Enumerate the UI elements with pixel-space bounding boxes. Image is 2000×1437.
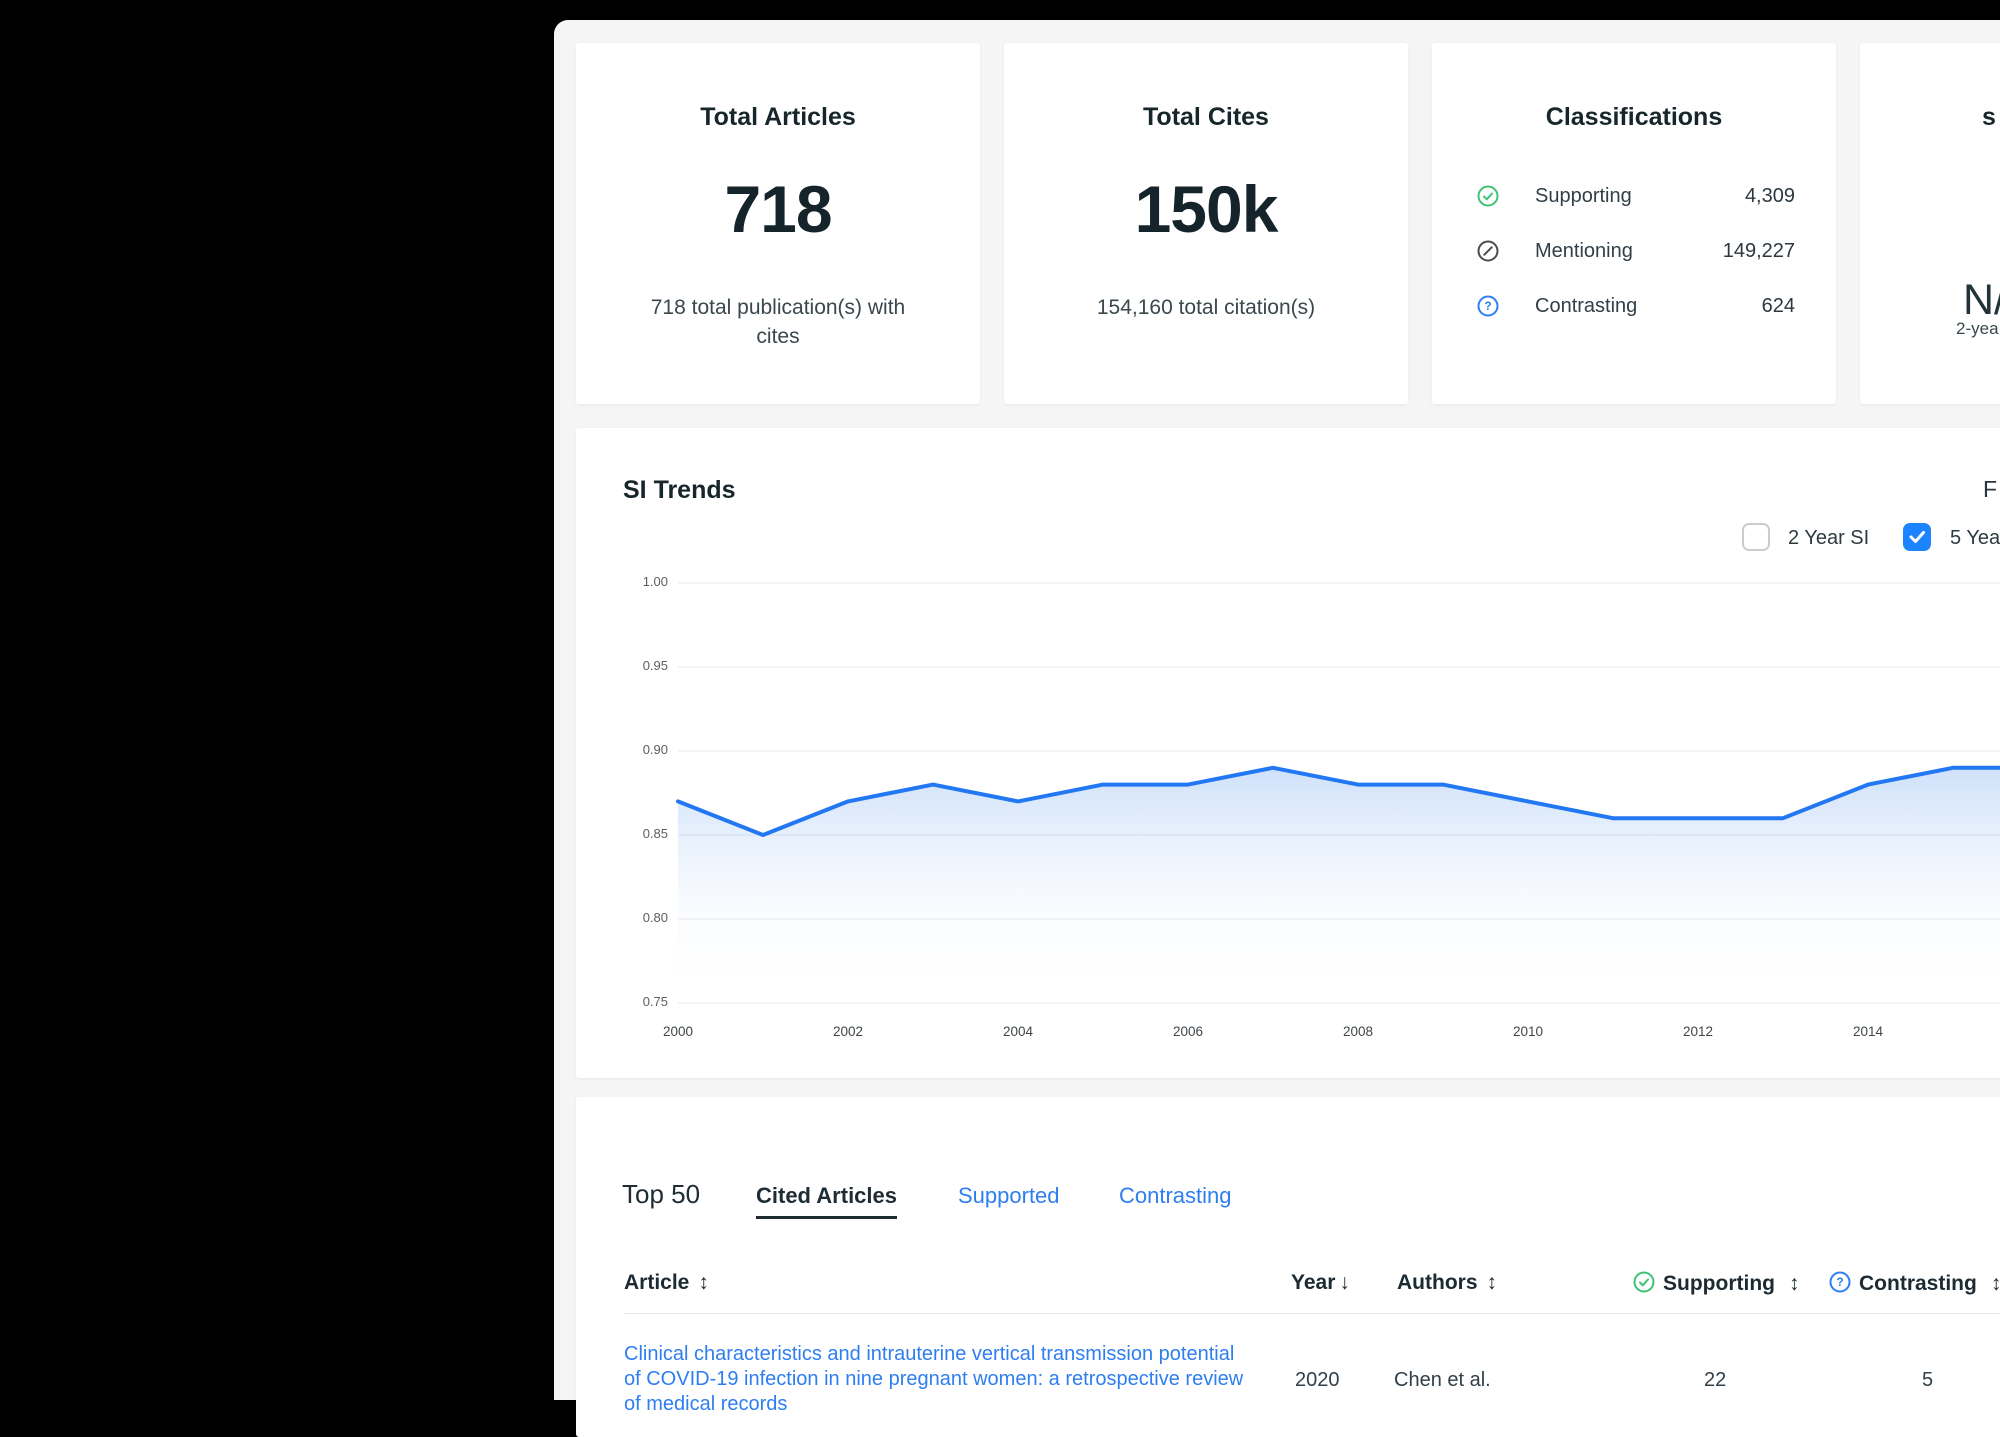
article-column-label: Article: [624, 1271, 690, 1294]
page-background: Total Articles 718 718 total publication…: [554, 20, 2000, 1437]
total-articles-title: Total Articles: [700, 103, 856, 131]
article-supporting-count-cell: 22: [1704, 1369, 1727, 1391]
si-trends-card: SI Trends F 2 Year SI 5 Yea 1.00 0.95 0.90…: [576, 428, 2000, 1078]
column-header-authors[interactable]: Authors ↕: [1397, 1271, 1497, 1295]
classifications-title: Classifications: [1545, 103, 1723, 131]
top-articles-card: Top 50 Cited Articles Supported Contrast…: [576, 1097, 2000, 1437]
mentioning-slash-circle-icon: [1477, 240, 1499, 262]
si-trends-chart-svg: [676, 582, 2000, 1004]
dashboard-viewport: { "colors": { "accent_blue": "#2b7ff5", …: [554, 20, 2000, 1437]
x-axis-tick-label: 2008: [1342, 1024, 1374, 1039]
top-50-heading: Top 50: [622, 1179, 701, 1209]
supporting-column-label: Supporting: [1663, 1272, 1775, 1295]
x-axis-tick-label: 2002: [832, 1024, 864, 1039]
tab-cited-articles[interactable]: Cited Articles: [756, 1183, 898, 1219]
scite-index-subtitle-clipped: 2-yea: [1956, 319, 1999, 338]
table-header-divider: [624, 1313, 2000, 1314]
svg-text:?: ?: [1836, 1275, 1843, 1289]
article-authors-cell: Chen et al.: [1394, 1369, 1491, 1391]
authors-column-label: Authors: [1397, 1271, 1478, 1294]
scite-index-title-clipped: s: [1982, 103, 1996, 131]
supporting-check-circle-icon: [1477, 185, 1499, 207]
sort-desc-icon: ↓: [1339, 1271, 1350, 1294]
supporting-label: Supporting: [1535, 185, 1632, 207]
column-header-article[interactable]: Article ↕: [624, 1271, 709, 1295]
two-year-si-label[interactable]: 2 Year SI: [1788, 527, 1870, 549]
filters-button-clipped[interactable]: F: [1983, 476, 1998, 502]
x-axis-tick-label: 2000: [662, 1024, 694, 1039]
y-axis-tick-label: 0.85: [642, 826, 668, 841]
y-axis-tick-label: 0.80: [642, 910, 668, 925]
supporting-check-circle-icon: [1633, 1271, 1655, 1293]
x-axis-tick-label: 2012: [1682, 1024, 1714, 1039]
y-axis-tick-label: 0.95: [642, 658, 668, 673]
classification-row-contrasting: ? Contrasting 624: [1432, 294, 1836, 320]
mentioning-count: 149,227: [1722, 240, 1795, 262]
y-axis-tick-label: 0.90: [642, 742, 668, 757]
y-axis-tick-label: 1.00: [642, 574, 668, 589]
total-articles-value: 718: [724, 172, 832, 246]
contrasting-question-circle-icon: ?: [1477, 295, 1499, 317]
mentioning-label: Mentioning: [1535, 240, 1633, 262]
contrasting-count: 624: [1761, 295, 1795, 317]
scite-index-value-clipped: N/: [1963, 276, 2000, 324]
chart-area-fill: [678, 767, 2000, 1003]
sort-both-icon: ↕: [1486, 1271, 1498, 1294]
article-contrasting-count-cell: 5: [1922, 1369, 1934, 1391]
sort-both-icon: ↕: [1990, 1272, 2000, 1295]
classification-row-mentioning: Mentioning 149,227: [1432, 239, 1836, 265]
total-cites-title: Total Cites: [1143, 103, 1269, 131]
sort-both-icon: ↕: [698, 1271, 709, 1294]
five-year-si-checkbox[interactable]: [1903, 523, 1931, 551]
total-cites-value: 150k: [1134, 172, 1279, 246]
scite-index-card: s N/ 2-yea: [1860, 43, 2000, 404]
x-axis-tick-label: 2006: [1172, 1024, 1204, 1039]
svg-text:?: ?: [1484, 299, 1491, 313]
chart-line-5-year-si: [676, 765, 2000, 837]
total-cites-card: Total Cites 150k 154,160 total citation(…: [1004, 43, 1408, 404]
tab-contrasting[interactable]: Contrasting: [1119, 1183, 1232, 1208]
y-axis-tick-label: 0.75: [642, 994, 668, 1009]
checkmark-icon: [1909, 531, 1925, 543]
article-title-link[interactable]: Clinical characteristics and intrauterin…: [624, 1343, 1244, 1415]
column-header-supporting[interactable]: Supporting ↕: [1633, 1271, 1799, 1296]
contrasting-column-label: Contrasting: [1859, 1272, 1977, 1295]
two-year-si-checkbox[interactable]: [1742, 523, 1770, 551]
total-articles-card: Total Articles 718 718 total publication…: [576, 43, 980, 404]
column-header-contrasting[interactable]: ? Contrasting ↕: [1829, 1271, 2000, 1296]
contrasting-question-circle-icon: ?: [1829, 1271, 1851, 1293]
article-year-cell: 2020: [1295, 1369, 1340, 1391]
si-trends-plot: 1.00 0.95 0.90 0.85 0.80 0.75 2000 2002 2004 2006…: [576, 558, 2000, 1078]
five-year-si-label-clipped[interactable]: 5 Yea: [1950, 527, 2000, 549]
sort-both-icon: ↕: [1788, 1272, 1800, 1295]
year-column-label: Year: [1291, 1271, 1336, 1294]
column-header-year[interactable]: Year ↓: [1291, 1271, 1350, 1295]
total-articles-description: 718 total publication(s) with cites: [650, 296, 906, 348]
x-axis-tick-label: 2014: [1852, 1024, 1884, 1039]
tab-supported[interactable]: Supported: [958, 1183, 1060, 1208]
contrasting-label: Contrasting: [1535, 295, 1638, 317]
x-axis-tick-label: 2010: [1512, 1024, 1544, 1039]
supporting-count: 4,309: [1744, 185, 1795, 207]
classifications-card: Classifications Supporting 4,309 Mention…: [1432, 43, 1836, 404]
si-trends-title: SI Trends: [623, 476, 736, 504]
classification-row-supporting: Supporting 4,309: [1432, 184, 1836, 210]
total-cites-description: 154,160 total citation(s): [1096, 296, 1316, 319]
x-axis-tick-label: 2004: [1002, 1024, 1034, 1039]
